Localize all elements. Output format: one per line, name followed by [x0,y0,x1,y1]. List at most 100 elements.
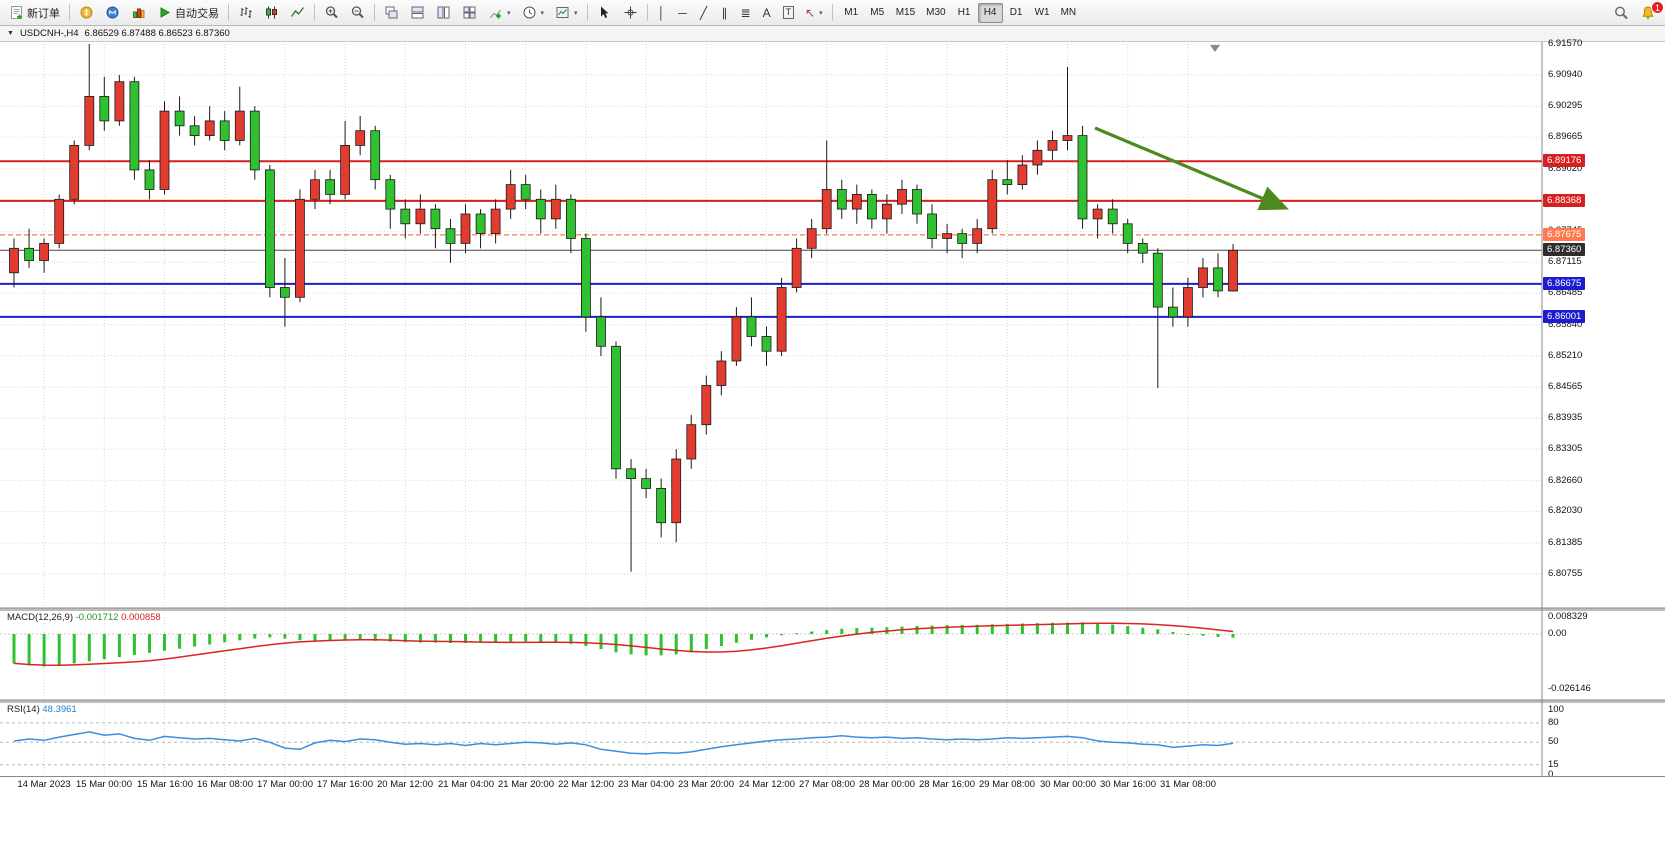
market-button[interactable] [74,2,99,24]
chart-title-symbol: USDCNH-,H4 [19,28,79,39]
timeframe-button-m1[interactable]: M1 [839,3,864,23]
window-filler [0,793,1665,845]
timeframe-button-d1[interactable]: D1 [1004,3,1029,23]
rsi-value: 48.3961 [42,704,77,715]
timeframe-button-m30[interactable]: M30 [921,3,950,23]
time-axis-label: 23 Mar 04:00 [618,779,674,790]
crosshair-icon [623,5,638,20]
time-axis-label: 20 Mar 12:00 [377,779,433,790]
cascade-windows-icon [384,5,399,20]
new-order-icon [9,5,24,20]
chart-plot[interactable] [0,42,1665,793]
chevron-down-icon: ▾ [507,9,511,17]
arrows-tool-button[interactable]: ↖ ▾ [800,2,828,24]
timeframe-button-m15[interactable]: M15 [891,3,920,23]
macd-axis-label: 0.00 [1548,628,1567,639]
timeframe-button-m5[interactable]: M5 [865,3,890,23]
price-axis-label: 6.89665 [1548,131,1583,142]
signals-button[interactable] [126,2,151,24]
timeframe-button-h4[interactable]: H4 [977,2,1003,23]
line-chart-button[interactable] [285,2,310,24]
tile-horizontal-icon [410,5,425,20]
zoom-in-button[interactable] [319,2,344,24]
search-button[interactable] [1608,2,1634,24]
candle-chart-button[interactable] [259,2,284,24]
text-tool-icon: A [762,5,771,20]
time-axis-label: 24 Mar 12:00 [739,779,795,790]
time-axis-label: 16 Mar 08:00 [197,779,253,790]
price-axis-label: 6.84565 [1548,381,1583,392]
chevron-down-icon: ▾ [819,9,823,17]
price-line-tag: 6.86675 [1543,277,1586,290]
trendline-tool-button[interactable]: ╱ [694,2,714,24]
main-toolbar: 新订单 自动交易 ▾ ▾ ▾ │ ─ ╱ ∥ ≣ A T ↖ ▾ M1 M5 M15 M… [0,0,1665,26]
chart-titlebar: ▼ USDCNH-,H4 6.86529 6.87488 6.86523 6.8… [0,26,1665,42]
rsi-label: RSI(14) 48.3961 [7,704,77,715]
text-tool-button[interactable]: A [757,2,777,24]
indicators-button[interactable]: ▾ [483,2,516,24]
time-axis-label: 22 Mar 12:00 [558,779,614,790]
fibonacci-tool-button[interactable]: ≣ [736,2,756,24]
time-axis[interactable]: 14 Mar 2023 15 Mar 00:00 15 Mar 16:00 16 Ma… [0,776,1665,793]
arrange-windows-button[interactable] [457,2,482,24]
price-axis-label: 6.91570 [1548,38,1583,49]
zoom-out-button[interactable] [345,2,370,24]
zoom-in-icon [324,5,339,20]
template-button[interactable]: ▾ [550,2,583,24]
timeframe-button-mn[interactable]: MN [1056,3,1082,23]
time-axis-label: 29 Mar 08:00 [979,779,1035,790]
horizontal-line-tool-button[interactable]: ─ [673,2,693,24]
periods-button[interactable]: ▾ [517,2,550,24]
vertical-line-icon: │ [657,5,666,20]
tile-vertical-button[interactable] [431,2,456,24]
price-axis-label: 6.85210 [1548,350,1583,361]
timeframe-button-h1[interactable]: H1 [952,3,977,23]
price-axis-label: 6.80755 [1548,568,1583,579]
tile-horizontal-button[interactable] [405,2,430,24]
arrange-windows-icon [462,5,477,20]
cursor-button[interactable] [592,2,617,24]
timeframe-button-w1[interactable]: W1 [1030,3,1055,23]
crosshair-button[interactable] [618,2,643,24]
price-line-tag: 6.88368 [1543,194,1586,207]
trendline-icon: ╱ [699,5,708,20]
time-axis-label: 15 Mar 00:00 [76,779,132,790]
time-axis-label: 15 Mar 16:00 [137,779,193,790]
bar-chart-icon [238,5,253,20]
chart-shift-marker [1210,45,1220,52]
toolbar-separator [314,4,315,21]
label-tool-icon: T [782,6,795,19]
channel-icon: ∥ [721,5,728,20]
time-axis-label: 31 Mar 08:00 [1160,779,1216,790]
bar-chart-button[interactable] [233,2,258,24]
rsi-axis-label: 0 [1548,769,1554,780]
signals-icon [131,5,146,20]
notifications-button[interactable]: 1 [1635,0,1664,24]
macd-label: MACD(12,26,9) -0.001712 0.000858 [7,612,161,623]
toolbar-separator [586,4,588,21]
vertical-line-tool-button[interactable]: │ [652,2,672,24]
auto-trading-button[interactable]: 自动交易 [152,2,224,24]
price-scale[interactable]: 6.91570 6.90940 6.90295 6.89665 6.89020 6.883… [1542,38,1665,793]
timeframe-toolbar: M1 M5 M15 M30 H1 H4 D1 W1 MN [839,2,1082,23]
autotrading-icon [157,5,172,20]
price-line-tag: 6.87360 [1543,243,1586,256]
time-axis-label: 21 Mar 20:00 [498,779,554,790]
notification-badge: 1 [1651,0,1664,14]
tile-vertical-icon [436,5,451,20]
horizontal-line-icon: ─ [678,5,687,20]
time-axis-label: 28 Mar 16:00 [919,779,975,790]
cascade-windows-button[interactable] [379,2,404,24]
new-order-button[interactable]: 新订单 [4,2,65,24]
periods-clock-icon [522,5,537,20]
rsi-axis-label: 80 [1548,717,1559,728]
label-tool-button[interactable]: T [778,2,800,24]
chart-menu-icon[interactable]: ▼ [7,30,14,37]
rsi-name: RSI(14) [7,704,40,715]
channel-tool-button[interactable]: ∥ [715,2,735,24]
auto-trading-label: 自动交易 [175,7,219,20]
community-button[interactable] [100,2,125,24]
indicators-add-icon [488,5,503,20]
time-axis-label: 30 Mar 00:00 [1040,779,1096,790]
price-axis-label: 6.90295 [1548,100,1583,111]
